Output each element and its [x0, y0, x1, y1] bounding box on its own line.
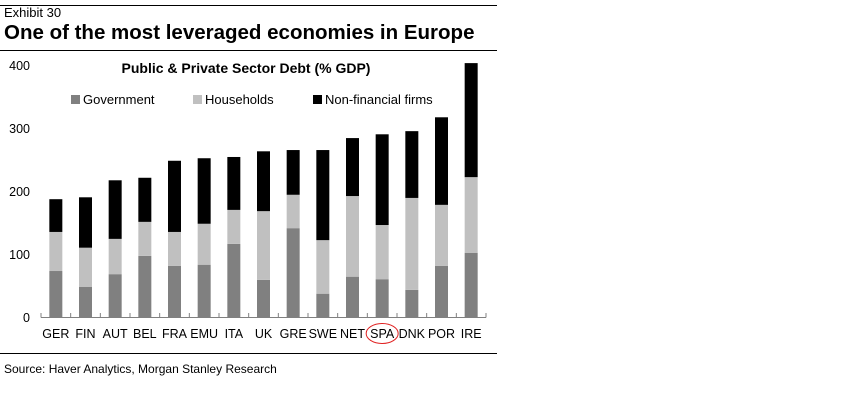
bar-ger-non-financial-firms	[49, 199, 63, 232]
bar-fin-households	[79, 247, 92, 287]
source-note: Source: Haver Analytics, Morgan Stanley …	[4, 362, 277, 376]
bar-net-government	[346, 276, 359, 317]
bar-fin-government	[79, 286, 92, 317]
bar-swe-non-financial-firms	[316, 150, 330, 241]
y-tick-label: 200	[9, 185, 30, 199]
bar-dnk-non-financial-firms	[405, 131, 419, 198]
x-tick-label: GER	[42, 327, 69, 341]
bar-ita-households	[227, 209, 241, 244]
bar-ire-non-financial-firms	[464, 63, 478, 178]
bar-swe-households	[316, 240, 330, 294]
x-tick-label: NET	[340, 327, 365, 341]
bar-bel-government	[138, 255, 152, 317]
x-tick-label: BEL	[133, 327, 157, 341]
x-axis: GER FIN AUT BEL FRA EMU ITA UK GRE SWE NET SPA DNK PO…	[40, 313, 487, 341]
bars	[49, 63, 478, 317]
x-tick-label: IRE	[461, 327, 482, 341]
bar-spa-government	[375, 279, 389, 317]
legend: Government Households Non-financial firms	[71, 92, 433, 107]
exhibit-label: Exhibit 30	[4, 5, 62, 20]
bar-gre-government	[286, 228, 300, 317]
bar-uk-government	[257, 279, 270, 317]
bar-emu-households	[197, 223, 211, 265]
x-tick-label: ITA	[225, 327, 244, 341]
x-tick-label: FIN	[75, 327, 95, 341]
x-tick-label: FRA	[162, 327, 188, 341]
bar-gre-non-financial-firms	[286, 150, 300, 195]
legend-label: Households	[205, 92, 274, 107]
bar-ger-government	[49, 271, 63, 317]
bar-fra-households	[168, 231, 181, 266]
bar-bel-non-financial-firms	[138, 177, 152, 222]
x-tick-label: POR	[428, 327, 455, 341]
bar-ita-government	[227, 243, 241, 317]
bar-aut-government	[108, 274, 122, 317]
annotations	[365, 323, 399, 344]
highlight-circle-spa	[365, 323, 399, 344]
bar-por-non-financial-firms	[435, 117, 448, 205]
bar-uk-non-financial-firms	[257, 151, 270, 212]
bar-fra-non-financial-firms	[168, 160, 181, 232]
bar-swe-government	[316, 293, 330, 317]
y-tick-label: 0	[23, 311, 30, 325]
title-rule	[0, 50, 497, 51]
stacked-bar-chart: Public & Private Sector Debt (% GDP) Gov…	[9, 59, 487, 344]
y-axis: 0 100 200 300 400	[9, 59, 30, 325]
page-title: One of the most leveraged economies in E…	[4, 21, 475, 44]
bar-spa-households	[375, 225, 389, 280]
bar-ire-households	[464, 177, 478, 253]
bar-uk-households	[257, 211, 270, 280]
x-tick-label: SWE	[309, 327, 337, 341]
x-tick-label: AUT	[103, 327, 128, 341]
bar-fra-government	[168, 265, 181, 317]
chart-title: Public & Private Sector Debt (% GDP)	[122, 60, 371, 76]
x-tick-label: GRE	[280, 327, 307, 341]
bar-aut-households	[108, 238, 122, 275]
bar-dnk-households	[405, 197, 419, 290]
legend-label: Government	[83, 92, 155, 107]
bar-ger-households	[49, 231, 63, 272]
top-rule	[0, 5, 497, 6]
bar-aut-non-financial-firms	[108, 180, 122, 239]
bar-por-households	[435, 204, 448, 266]
y-tick-label: 400	[9, 59, 30, 73]
legend-swatch-government	[71, 95, 80, 104]
x-tick-label: EMU	[190, 327, 218, 341]
x-tick-label: DNK	[399, 327, 426, 341]
y-tick-label: 300	[9, 122, 30, 136]
bar-emu-non-financial-firms	[197, 158, 211, 224]
x-tick-label: UK	[255, 327, 273, 341]
bar-net-non-financial-firms	[346, 138, 359, 197]
bar-net-households	[346, 196, 359, 277]
legend-label: Non-financial firms	[325, 92, 433, 107]
bar-bel-households	[138, 221, 152, 256]
bar-por-government	[435, 265, 448, 317]
bar-ita-non-financial-firms	[227, 156, 241, 210]
bar-fin-non-financial-firms	[79, 197, 92, 248]
bar-emu-government	[197, 264, 211, 317]
y-tick-label: 100	[9, 248, 30, 262]
x-tick-label: SPA	[370, 327, 395, 341]
bar-dnk-government	[405, 289, 419, 317]
bar-spa-non-financial-firms	[375, 134, 389, 226]
legend-swatch-households	[193, 95, 202, 104]
legend-swatch-non-financial-firms	[313, 95, 322, 104]
bar-ire-government	[464, 252, 478, 317]
source-rule	[0, 353, 497, 354]
bar-gre-households	[286, 194, 300, 229]
